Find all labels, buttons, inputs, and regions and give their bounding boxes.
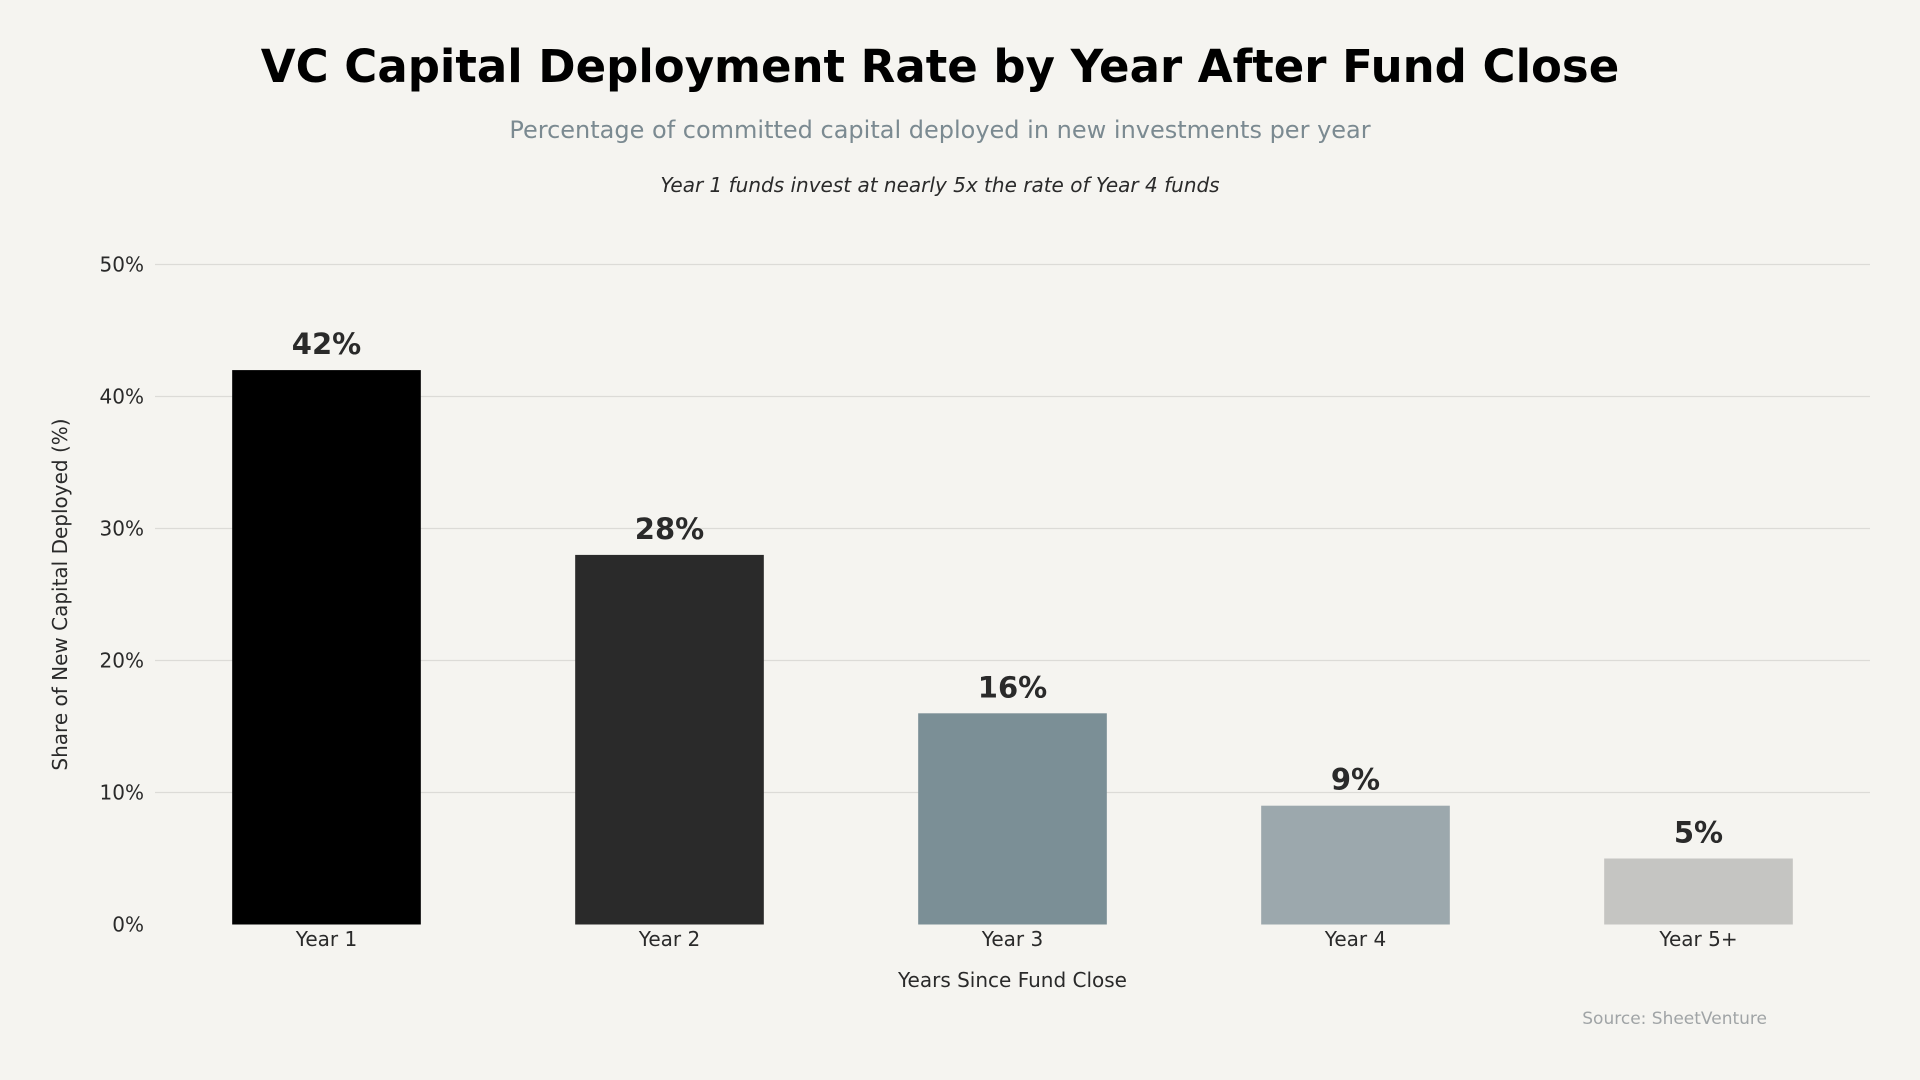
data-label: 16% xyxy=(978,670,1047,704)
y-axis-label: Share of New Capital Deployed (%) xyxy=(48,418,72,770)
data-label: 5% xyxy=(1674,816,1723,850)
y-tick-label: 30% xyxy=(100,517,144,541)
x-tick-label: Year 2 xyxy=(638,927,700,951)
chart-subtitle: Percentage of committed capital deployed… xyxy=(509,116,1371,144)
data-label: 9% xyxy=(1331,763,1380,797)
source-note: Source: SheetVenture xyxy=(1582,1009,1767,1029)
y-tick-label: 20% xyxy=(100,649,144,673)
y-tick-label: 10% xyxy=(100,781,144,805)
x-tick-label: Year 5+ xyxy=(1658,927,1737,951)
x-axis-label: Years Since Fund Close xyxy=(897,968,1127,992)
y-tick-label: 0% xyxy=(112,913,144,937)
data-label: 42% xyxy=(292,327,361,361)
chart-title: VC Capital Deployment Rate by Year After… xyxy=(260,40,1620,93)
x-tick-label: Year 1 xyxy=(295,927,357,951)
y-tick-label: 50% xyxy=(100,253,144,277)
bar xyxy=(232,370,421,925)
x-tick-label: Year 3 xyxy=(981,927,1043,951)
bar xyxy=(1604,858,1793,925)
y-tick-label: 40% xyxy=(100,385,144,409)
bar xyxy=(918,713,1107,925)
x-tick-label: Year 4 xyxy=(1324,927,1386,951)
bar xyxy=(1261,805,1450,925)
bar xyxy=(575,554,764,925)
chart-annotation: Year 1 funds invest at nearly 5x the rat… xyxy=(660,173,1220,197)
data-label: 28% xyxy=(635,512,704,546)
